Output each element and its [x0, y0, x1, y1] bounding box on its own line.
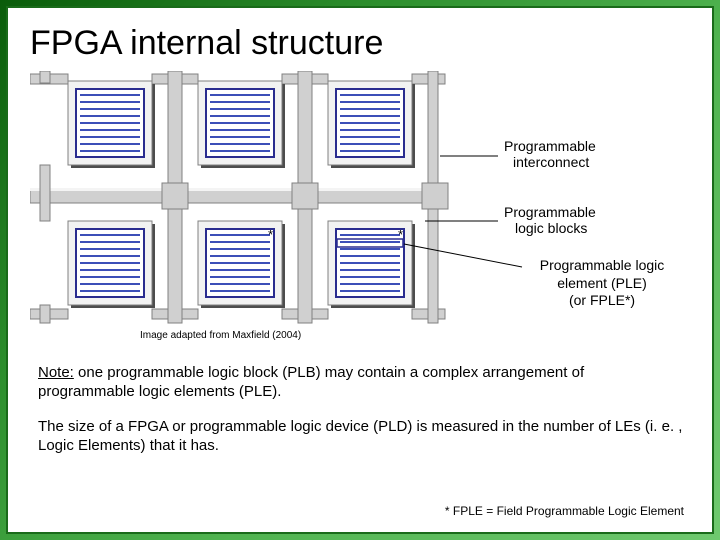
label-logicblocks-2: logic blocks [515, 220, 587, 236]
note-plb: Note: one programmable logic block (PLB)… [38, 364, 678, 402]
note-label: Note: [38, 364, 74, 381]
label-interconnect-1: Programmable [504, 138, 596, 154]
svg-text:*: * [268, 227, 273, 242]
image-credit: Image adapted from Maxfield (2004) [140, 330, 301, 341]
label-ple: Programmable logic element (PLE) (or FPL… [522, 257, 682, 310]
label-logicblocks-1: Programmable [504, 204, 596, 220]
fpga-diagram: * * [30, 71, 690, 331]
label-interconnect-2: interconnect [513, 154, 589, 170]
label-ple-line2: element (PLE) [557, 275, 646, 291]
page-title: FPGA internal structure [30, 24, 690, 63]
note-text: one programmable logic block (PLB) may c… [38, 364, 584, 400]
note-size: The size of a FPGA or programmable logic… [38, 418, 698, 456]
label-ple-line3: (or FPLE*) [569, 292, 635, 308]
footnote-fple: * FPLE = Field Programmable Logic Elemen… [445, 504, 684, 518]
label-ple-line1: Programmable logic [540, 257, 665, 273]
